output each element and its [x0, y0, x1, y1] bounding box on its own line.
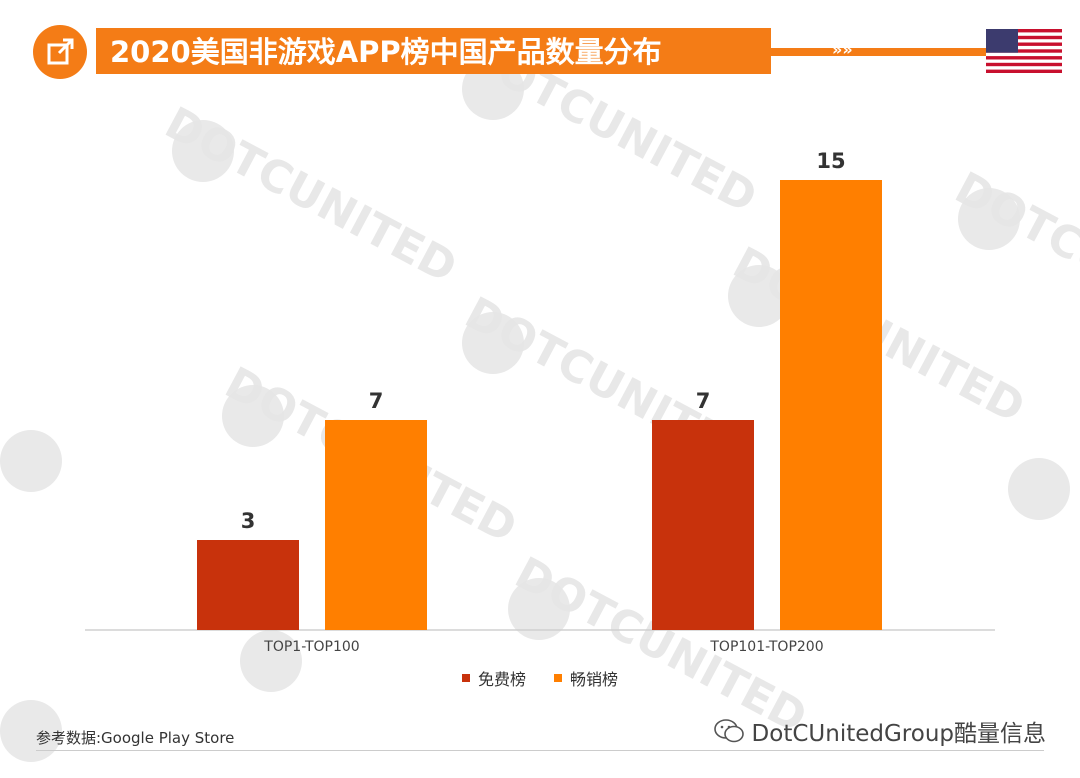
- footer-divider: [36, 750, 1044, 751]
- bar-free-0: [197, 540, 299, 630]
- data-label: 3: [241, 509, 256, 533]
- legend-label-grossing: 畅销榜: [570, 670, 619, 689]
- legend-item-free: 免费榜: [461, 666, 526, 690]
- data-label: 7: [696, 389, 711, 413]
- header-divider: [771, 48, 986, 56]
- header-arrows: »»: [832, 40, 853, 59]
- data-label: 15: [816, 149, 845, 173]
- wechat-icon: [713, 719, 744, 743]
- page-title: 2020美国非游戏APP榜中国产品数量分布: [110, 35, 662, 69]
- header-title-bar: [96, 28, 771, 74]
- bar-grossing-0: [325, 420, 427, 630]
- us-flag-icon: [986, 29, 1062, 73]
- footer-brand-text: DotCUnitedGroup酷量信息: [751, 721, 1046, 747]
- chart-legend: 免费榜 畅销榜: [0, 664, 1080, 692]
- data-label: 7: [369, 389, 384, 413]
- bar-grossing-1: [780, 180, 882, 630]
- footer-brand: DotCUnitedGroup酷量信息: [713, 714, 1046, 748]
- x-tick-label: TOP1-TOP100: [263, 639, 359, 655]
- legend-swatch-grossing: [554, 674, 562, 682]
- external-link-icon: [47, 38, 74, 65]
- x-tick-label: TOP101-TOP200: [709, 639, 823, 655]
- bar-free-1: [652, 420, 754, 630]
- legend-swatch-free: [461, 674, 470, 682]
- legend-item-grossing: 畅销榜: [554, 666, 618, 690]
- legend-label-free: 免费榜: [477, 670, 526, 689]
- header-icon-badge: [33, 25, 87, 79]
- data-source-note: 参考数据:Google Play Store: [36, 729, 235, 747]
